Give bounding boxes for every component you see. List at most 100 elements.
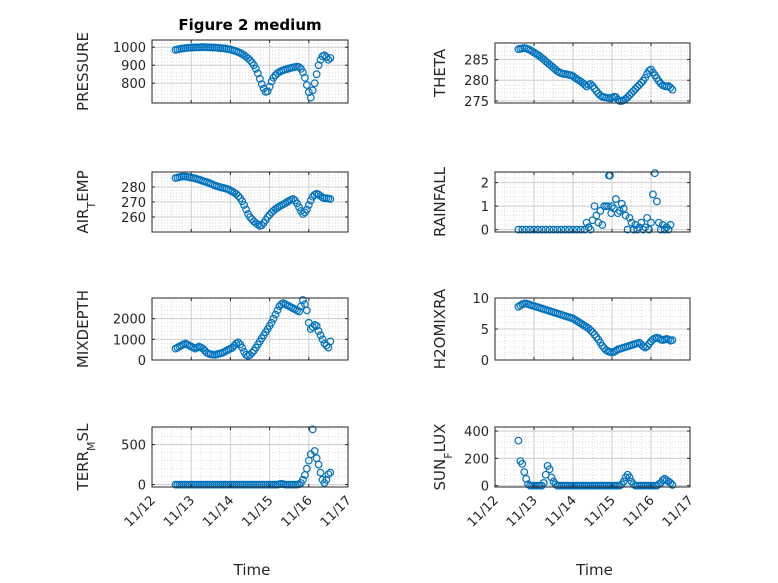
y-axis-label: MIXDEPTH: [74, 290, 92, 368]
data-point: [580, 80, 589, 89]
data-point: [658, 221, 667, 229]
data-point: [613, 209, 622, 218]
data-point: [532, 49, 540, 58]
data-point: [662, 223, 671, 232]
x-axis-label: Time: [575, 561, 613, 579]
data-point: [539, 479, 548, 487]
data-point: [257, 80, 266, 88]
data-point: [573, 317, 581, 325]
data-point: [299, 210, 307, 218]
axes-box: [494, 42, 691, 104]
data-point: [639, 225, 648, 234]
data-point: [267, 318, 276, 327]
data-point: [238, 343, 247, 352]
data-point: [304, 201, 313, 209]
data-point: [596, 206, 605, 215]
data-point: [598, 221, 607, 229]
y-tick-label: 260: [121, 211, 146, 226]
y-tick-label: 2: [481, 177, 489, 192]
y-axis-label: TERRMSL: [74, 423, 98, 492]
y-axis-label: SUNFLUX: [431, 424, 455, 491]
data-point: [242, 205, 250, 214]
y-tick-label: 200: [464, 452, 489, 467]
data-point: [619, 477, 628, 486]
data-point: [641, 223, 650, 232]
data-point: [654, 218, 663, 227]
data-point: [302, 464, 311, 473]
data-point: [617, 199, 626, 208]
data-point: [569, 314, 577, 323]
data-point: [621, 211, 630, 220]
data-point: [633, 82, 642, 91]
y-axis-label: PRESSURE: [74, 32, 92, 111]
data-point: [652, 197, 661, 206]
data-point: [246, 56, 254, 65]
y-tick-label: 280: [464, 74, 489, 89]
y-axis-label: AIRTEMP: [74, 170, 98, 233]
data-point: [251, 64, 260, 73]
data-point: [641, 73, 650, 82]
data-point: [308, 323, 317, 331]
data-point: [623, 93, 632, 102]
data-point: [573, 75, 581, 83]
data-point: [569, 225, 577, 234]
axes-box: [151, 39, 349, 104]
data-point: [314, 460, 323, 469]
data-point: [300, 73, 309, 82]
data-point: [584, 223, 593, 232]
data-point: [302, 306, 311, 315]
data-point: [530, 225, 538, 234]
data-point: [526, 46, 534, 54]
data-point: [578, 320, 587, 329]
data-point: [637, 218, 646, 227]
y-tick-label: 270: [121, 196, 146, 211]
subplot-6: 0 5 10 H2OMIXRA: [431, 288, 691, 369]
data-point: [263, 87, 272, 96]
data-point: [576, 225, 585, 234]
data-point: [306, 93, 315, 102]
data-point: [668, 85, 677, 94]
y-tick-label: 0: [138, 479, 146, 494]
data-point: [625, 91, 634, 100]
data-point: [534, 225, 542, 234]
data-point: [234, 338, 243, 347]
data-point: [660, 225, 669, 234]
data-point: [664, 225, 673, 234]
y-tick-label: 1000: [113, 333, 146, 348]
data-point: [248, 348, 256, 357]
data-point: [528, 47, 536, 56]
data-point: [654, 480, 663, 489]
data-point: [612, 195, 620, 203]
data-point: [633, 225, 642, 234]
data-point: [545, 225, 554, 234]
data-point: [522, 225, 531, 234]
data-point: [306, 325, 315, 333]
data-point: [553, 225, 562, 234]
y-axis-label: H2OMIXRA: [431, 288, 449, 369]
data-point: [666, 83, 675, 92]
data-point: [668, 336, 677, 345]
data-point: [289, 195, 298, 203]
data-point: [269, 314, 278, 323]
data-point: [576, 319, 585, 328]
y-tick-label: 0: [138, 354, 146, 369]
y-tick-label: 0: [481, 224, 489, 239]
data-point: [299, 475, 307, 484]
axes-box: [151, 297, 349, 361]
data-point: [647, 218, 655, 227]
data-point: [547, 473, 556, 482]
figure-title: Figure 2 medium: [178, 16, 321, 34]
data-point: [273, 306, 282, 315]
axes-box: [151, 426, 349, 488]
data-point: [302, 205, 311, 214]
data-point: [615, 206, 624, 215]
data-point: [586, 326, 595, 335]
y-tick-label: 285: [464, 54, 489, 69]
data-point: [302, 81, 311, 89]
data-point: [629, 87, 638, 95]
data-point: [228, 343, 237, 352]
subplot-5: 0 1000 2000 MIXDEPTH: [74, 290, 349, 369]
data-point: [514, 302, 523, 311]
subplot-2: 275 280 285 THETA: [431, 42, 691, 110]
data-point: [571, 73, 579, 82]
